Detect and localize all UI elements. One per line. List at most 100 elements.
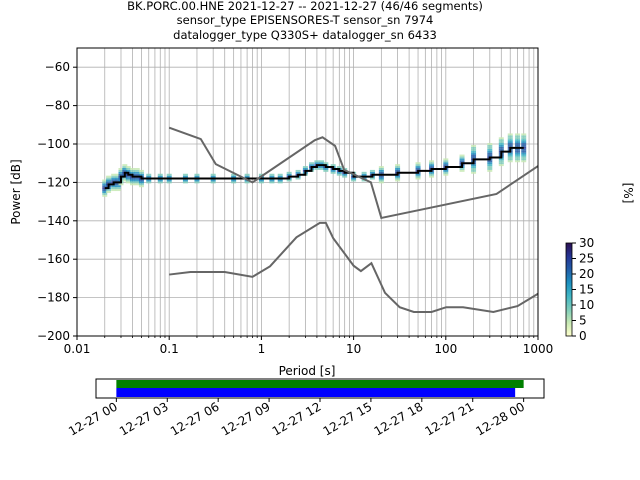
density-cell <box>314 160 320 163</box>
density-cell <box>138 181 144 184</box>
density-cell <box>314 162 320 165</box>
colorbar-tick-label: 15 <box>579 283 594 297</box>
density-cell <box>122 166 128 168</box>
density-cell <box>443 171 449 174</box>
density-cell <box>295 171 301 174</box>
density-cell <box>319 162 325 165</box>
density-cell <box>125 166 131 168</box>
density-cell <box>118 171 124 174</box>
density-cell <box>415 168 421 170</box>
density-cell <box>146 179 152 182</box>
density-cell <box>118 168 124 170</box>
density-cell <box>309 164 315 167</box>
density-cell <box>487 162 493 165</box>
density-cell <box>319 168 325 170</box>
density-cell <box>244 173 250 176</box>
density-cell <box>521 137 527 140</box>
density-cell <box>269 173 275 176</box>
density-cell <box>138 169 144 172</box>
density-cell <box>471 146 477 149</box>
density-cell <box>361 179 367 182</box>
density-cell <box>122 177 128 180</box>
density-cell <box>330 169 336 172</box>
title-line-3: datalogger_type Q330S+ datalogger_sn 643… <box>173 28 437 42</box>
density-cell <box>521 139 527 142</box>
density-cell <box>157 179 163 182</box>
density-cell <box>166 179 172 182</box>
density-cell <box>130 171 136 174</box>
density-cell <box>134 177 140 180</box>
y-tick-label: −140 <box>37 214 70 228</box>
density-cell <box>166 173 172 176</box>
density-cell <box>125 179 131 182</box>
density-cell <box>507 144 513 147</box>
density-cell <box>231 173 237 176</box>
colorbar-tick-label: 25 <box>579 252 594 266</box>
x-axis-label: Period [s] <box>279 364 336 378</box>
density-cell <box>443 164 449 167</box>
density-cell <box>487 160 493 163</box>
density-cell <box>134 181 140 184</box>
density-cell <box>415 177 421 180</box>
density-cell <box>415 162 421 165</box>
y-tick-label: −180 <box>37 291 70 305</box>
density-cell <box>429 171 435 174</box>
density-cell <box>507 158 513 161</box>
density-cell <box>115 173 121 176</box>
density-cell <box>507 154 513 157</box>
density-cell <box>138 183 144 186</box>
density-cell <box>507 156 513 159</box>
density-cell <box>395 175 401 178</box>
density-cell <box>277 181 283 184</box>
density-cell <box>521 133 527 136</box>
density-cell <box>498 143 504 145</box>
density-cell <box>111 173 117 176</box>
density-cell <box>395 164 401 167</box>
density-cell <box>471 166 477 168</box>
density-cell <box>102 183 108 186</box>
density-cell <box>323 169 329 172</box>
density-cell <box>277 173 283 176</box>
density-cell <box>515 137 521 140</box>
density-cell <box>166 181 172 184</box>
density-cell <box>302 166 308 168</box>
density-cell <box>498 144 504 147</box>
y-tick-label: −100 <box>37 137 70 151</box>
ppsd-plot: 0.01 0.1 1 10 100 1000 −200 −180 −160 −140 −120 −1… <box>9 47 553 378</box>
density-cell <box>106 191 112 193</box>
density-cell <box>507 152 513 155</box>
density-cell <box>361 171 367 174</box>
density-cell <box>507 143 513 145</box>
density-cell <box>269 179 275 182</box>
density-cell <box>134 169 140 172</box>
density-cell <box>286 179 292 182</box>
density-cell <box>378 171 384 174</box>
curves <box>104 126 539 314</box>
colorbar-tick-label: 20 <box>579 267 594 281</box>
density-cell <box>521 154 527 157</box>
density-cell <box>471 144 477 147</box>
density-cell <box>507 135 513 138</box>
density-cell <box>111 185 117 188</box>
density-cell <box>515 148 521 151</box>
density-cell <box>130 169 136 172</box>
density-cell <box>295 177 301 180</box>
density-cell <box>487 144 493 147</box>
density-cell <box>459 154 465 157</box>
y-tick-label: −160 <box>37 252 70 266</box>
density-cell <box>443 162 449 165</box>
x-tick-label: 0.01 <box>64 342 91 356</box>
density-cell <box>498 137 504 140</box>
density-cell <box>515 141 521 144</box>
density-cell <box>130 177 136 180</box>
density-cell <box>319 166 325 168</box>
density-cell <box>286 173 292 176</box>
density-cell <box>106 179 112 182</box>
density-cell <box>115 189 121 192</box>
timeline-tick-label: 12-27 06 <box>168 399 222 438</box>
density-cell <box>378 181 384 184</box>
density-cell <box>336 173 342 176</box>
